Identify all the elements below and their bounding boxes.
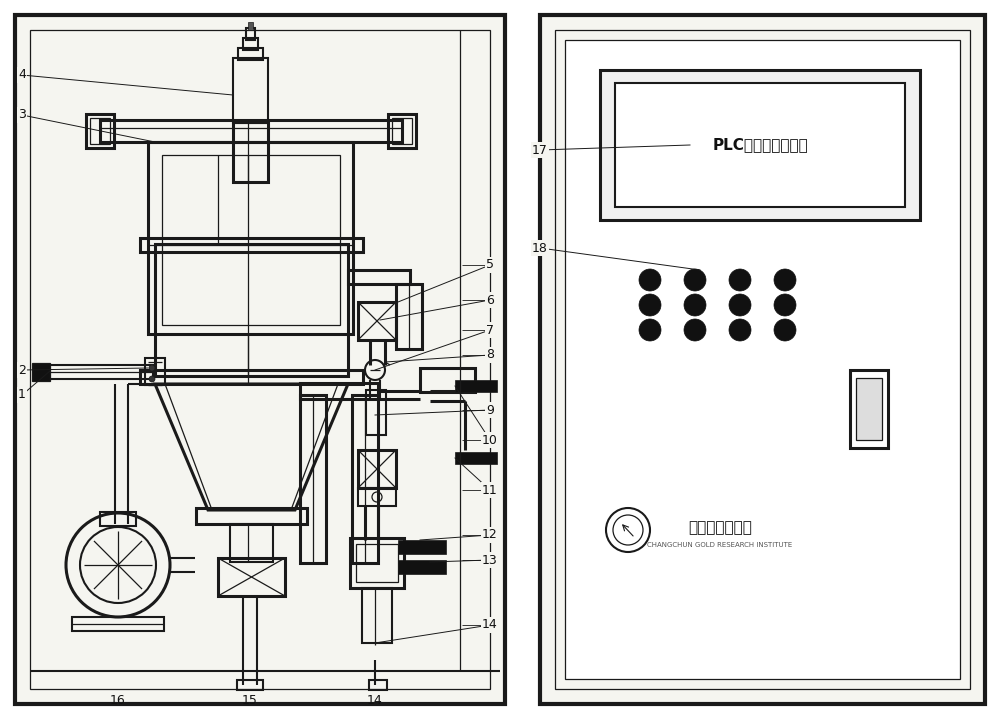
- Bar: [248, 22, 253, 30]
- Bar: [396, 284, 422, 349]
- Bar: [565, 40, 960, 679]
- Bar: [90, 118, 110, 144]
- Bar: [350, 538, 404, 588]
- Bar: [148, 142, 353, 334]
- Bar: [15, 15, 505, 704]
- Bar: [369, 680, 387, 690]
- Circle shape: [729, 319, 751, 341]
- Circle shape: [149, 365, 155, 371]
- Bar: [35, 365, 153, 379]
- Text: 12: 12: [482, 528, 498, 541]
- Bar: [230, 524, 273, 562]
- Text: 14: 14: [367, 694, 383, 707]
- Bar: [145, 358, 165, 385]
- Bar: [218, 558, 285, 596]
- Circle shape: [684, 294, 706, 316]
- Bar: [100, 512, 136, 526]
- Circle shape: [774, 269, 796, 291]
- Text: 7: 7: [486, 324, 494, 336]
- Bar: [600, 70, 920, 220]
- Bar: [300, 383, 378, 399]
- Bar: [300, 395, 326, 563]
- Bar: [352, 395, 378, 563]
- Text: 16: 16: [110, 694, 126, 707]
- Circle shape: [149, 376, 155, 382]
- Circle shape: [639, 294, 661, 316]
- Circle shape: [684, 319, 706, 341]
- Text: 4: 4: [18, 68, 26, 81]
- Circle shape: [729, 294, 751, 316]
- Circle shape: [774, 294, 796, 316]
- Bar: [233, 58, 268, 123]
- Text: 11: 11: [482, 483, 498, 497]
- Bar: [238, 48, 263, 60]
- Bar: [243, 38, 258, 50]
- Bar: [86, 114, 114, 148]
- Circle shape: [774, 319, 796, 341]
- Text: CHANGCHUN GOLD RESEARCH INSTITUTE: CHANGCHUN GOLD RESEARCH INSTITUTE: [647, 542, 793, 548]
- Bar: [358, 488, 396, 506]
- Bar: [358, 450, 396, 488]
- Bar: [615, 83, 905, 207]
- Text: 2: 2: [18, 364, 26, 377]
- Text: 10: 10: [482, 434, 498, 446]
- Bar: [162, 155, 340, 325]
- Bar: [358, 302, 396, 340]
- Text: 3: 3: [18, 109, 26, 122]
- Bar: [233, 122, 268, 182]
- Text: 18: 18: [532, 242, 548, 255]
- Bar: [196, 508, 307, 524]
- Bar: [237, 680, 263, 690]
- Bar: [856, 378, 882, 440]
- Bar: [392, 118, 412, 144]
- Bar: [398, 540, 446, 554]
- Text: 14: 14: [482, 618, 498, 631]
- Bar: [348, 270, 410, 284]
- Text: 9: 9: [486, 403, 494, 416]
- Bar: [362, 588, 392, 643]
- Bar: [140, 238, 363, 252]
- Text: 长春黄金研究院: 长春黄金研究院: [688, 521, 752, 536]
- Bar: [140, 370, 363, 384]
- Text: PLC预处理控制系统: PLC预处理控制系统: [712, 137, 808, 152]
- Circle shape: [639, 269, 661, 291]
- Bar: [850, 370, 888, 448]
- Bar: [100, 120, 402, 142]
- Bar: [540, 15, 985, 704]
- Bar: [155, 244, 348, 376]
- Text: 17: 17: [532, 144, 548, 157]
- Text: 5: 5: [486, 259, 494, 272]
- Text: 15: 15: [242, 694, 258, 707]
- Bar: [366, 390, 386, 435]
- Bar: [356, 544, 398, 582]
- Text: 1: 1: [18, 388, 26, 401]
- Text: 13: 13: [482, 554, 498, 567]
- Bar: [30, 30, 490, 689]
- Circle shape: [639, 319, 661, 341]
- Circle shape: [684, 269, 706, 291]
- Text: 8: 8: [486, 349, 494, 362]
- Bar: [455, 452, 497, 464]
- Bar: [420, 368, 475, 392]
- Bar: [398, 560, 446, 574]
- Bar: [455, 380, 497, 392]
- Bar: [32, 363, 50, 381]
- Bar: [72, 617, 164, 631]
- Bar: [246, 28, 255, 40]
- Text: 6: 6: [486, 293, 494, 306]
- Bar: [555, 30, 970, 689]
- Circle shape: [729, 269, 751, 291]
- Bar: [388, 114, 416, 148]
